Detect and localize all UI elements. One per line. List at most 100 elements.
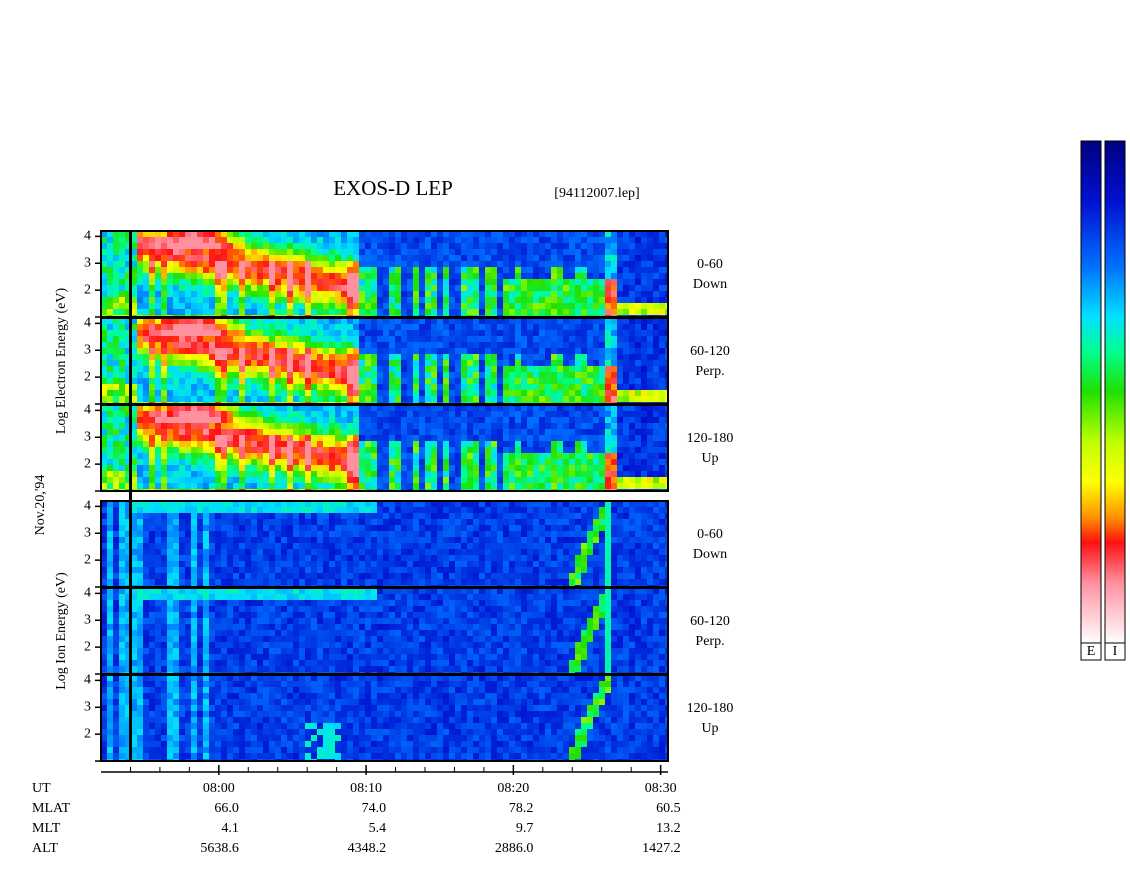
spectrogram-cell [533, 453, 539, 459]
spectrogram-cell [497, 249, 503, 255]
spectrogram-cell [395, 297, 401, 303]
spectrogram-cell [209, 543, 215, 549]
spectrogram-cell [299, 525, 305, 531]
spectrogram-cell [377, 243, 383, 249]
spectrogram-cell [557, 285, 563, 291]
spectrogram-cell [383, 360, 389, 366]
spectrogram-cell [281, 423, 287, 429]
spectrogram-cell [545, 336, 551, 342]
spectrogram-cell [227, 297, 233, 303]
spectrogram-cell [347, 303, 353, 309]
spectrogram-cell [425, 231, 431, 237]
spectrogram-cell [125, 249, 131, 255]
spectrogram-cell [203, 459, 209, 465]
spectrogram-cell [665, 477, 668, 483]
spectrogram-cell [605, 255, 611, 261]
spectrogram-cell [521, 237, 527, 243]
spectrogram-cell [395, 411, 401, 417]
spectrogram-cell [503, 303, 509, 309]
spectrogram-cell [107, 342, 113, 348]
spectrogram-cell [371, 525, 377, 531]
spectrogram-cell [113, 336, 119, 342]
spectrogram-cell [407, 447, 413, 453]
spectrogram-cell [509, 330, 515, 336]
spectrogram-cell [545, 447, 551, 453]
spectrogram-cell [383, 273, 389, 279]
spectrogram-cell [485, 477, 491, 483]
spectrogram-cell [197, 573, 203, 579]
spectrogram-cell [641, 384, 647, 390]
spectrogram-cell [437, 390, 443, 396]
spectrogram-cell [257, 411, 263, 417]
spectrogram-cell [197, 303, 203, 309]
spectrogram-cell [629, 330, 635, 336]
spectrogram-cell [653, 459, 659, 465]
spectrogram-cell [305, 429, 311, 435]
spectrogram-cell [203, 525, 209, 531]
spectrogram-cell [263, 417, 269, 423]
spectrogram-cell [143, 441, 149, 447]
spectrogram-cell [329, 324, 335, 330]
spectrogram-cell [497, 384, 503, 390]
spectrogram-cell [515, 384, 521, 390]
spectrogram-cell [203, 318, 209, 324]
spectrogram-cell [425, 423, 431, 429]
spectrogram-cell [173, 483, 179, 489]
spectrogram-cell [599, 447, 605, 453]
spectrogram-cell [185, 360, 191, 366]
spectrogram-cell [305, 384, 311, 390]
spectrogram-cell [275, 441, 281, 447]
spectrogram-cell [641, 285, 647, 291]
spectrogram-cell [353, 231, 359, 237]
spectrogram-cell [401, 348, 407, 354]
spectrogram-cell [209, 297, 215, 303]
spectrogram-cell [299, 237, 305, 243]
spectrogram-cell [269, 477, 275, 483]
spectrogram-cell [137, 348, 143, 354]
spectrogram-cell [599, 309, 605, 315]
spectrogram-cell [209, 366, 215, 372]
spectrogram-cell [413, 342, 419, 348]
spectrogram-cell [425, 483, 431, 489]
spectrogram-cell [407, 435, 413, 441]
spectrogram-cell [527, 324, 533, 330]
spectrogram-cell [449, 261, 455, 267]
spectrogram-cell [221, 255, 227, 261]
spectrogram-cell [137, 396, 143, 402]
spectrogram-cell [629, 291, 635, 297]
spectrogram-cell [419, 255, 425, 261]
spectrogram-cell [167, 318, 173, 324]
spectrogram-cell [359, 330, 365, 336]
spectrogram-cell [371, 423, 377, 429]
spectrogram-cell [245, 378, 251, 384]
spectrogram-cell [647, 354, 653, 360]
spectrogram-cell [251, 435, 257, 441]
spectrogram-cell [401, 453, 407, 459]
spectrogram-cell [167, 279, 173, 285]
spectrogram-cell [125, 531, 131, 537]
spectrogram-cell [239, 279, 245, 285]
spectrogram-cell [491, 348, 497, 354]
spectrogram-cell [527, 273, 533, 279]
spectrogram-cell [599, 243, 605, 249]
spectrogram-cell [641, 318, 647, 324]
spectrogram-cell [467, 336, 473, 342]
spectrogram-cell [311, 384, 317, 390]
spectrogram-cell [311, 567, 317, 573]
spectrogram-cell [257, 579, 263, 585]
spectrogram-cell [281, 513, 287, 519]
spectrogram-cell [389, 336, 395, 342]
spectrogram-cell [539, 243, 545, 249]
spectrogram-cell [239, 249, 245, 255]
spectrogram-cell [125, 285, 131, 291]
spectrogram-cell [623, 366, 629, 372]
spectrogram-cell [167, 531, 173, 537]
spectrogram-cell [623, 390, 629, 396]
spectrogram-cell [305, 405, 311, 411]
spectrogram-cell [335, 243, 341, 249]
spectrogram-cell [335, 453, 341, 459]
spectrogram-cell [617, 384, 623, 390]
spectrogram-cell [509, 285, 515, 291]
spectrogram-cell [635, 297, 641, 303]
spectrogram-cell [377, 285, 383, 291]
